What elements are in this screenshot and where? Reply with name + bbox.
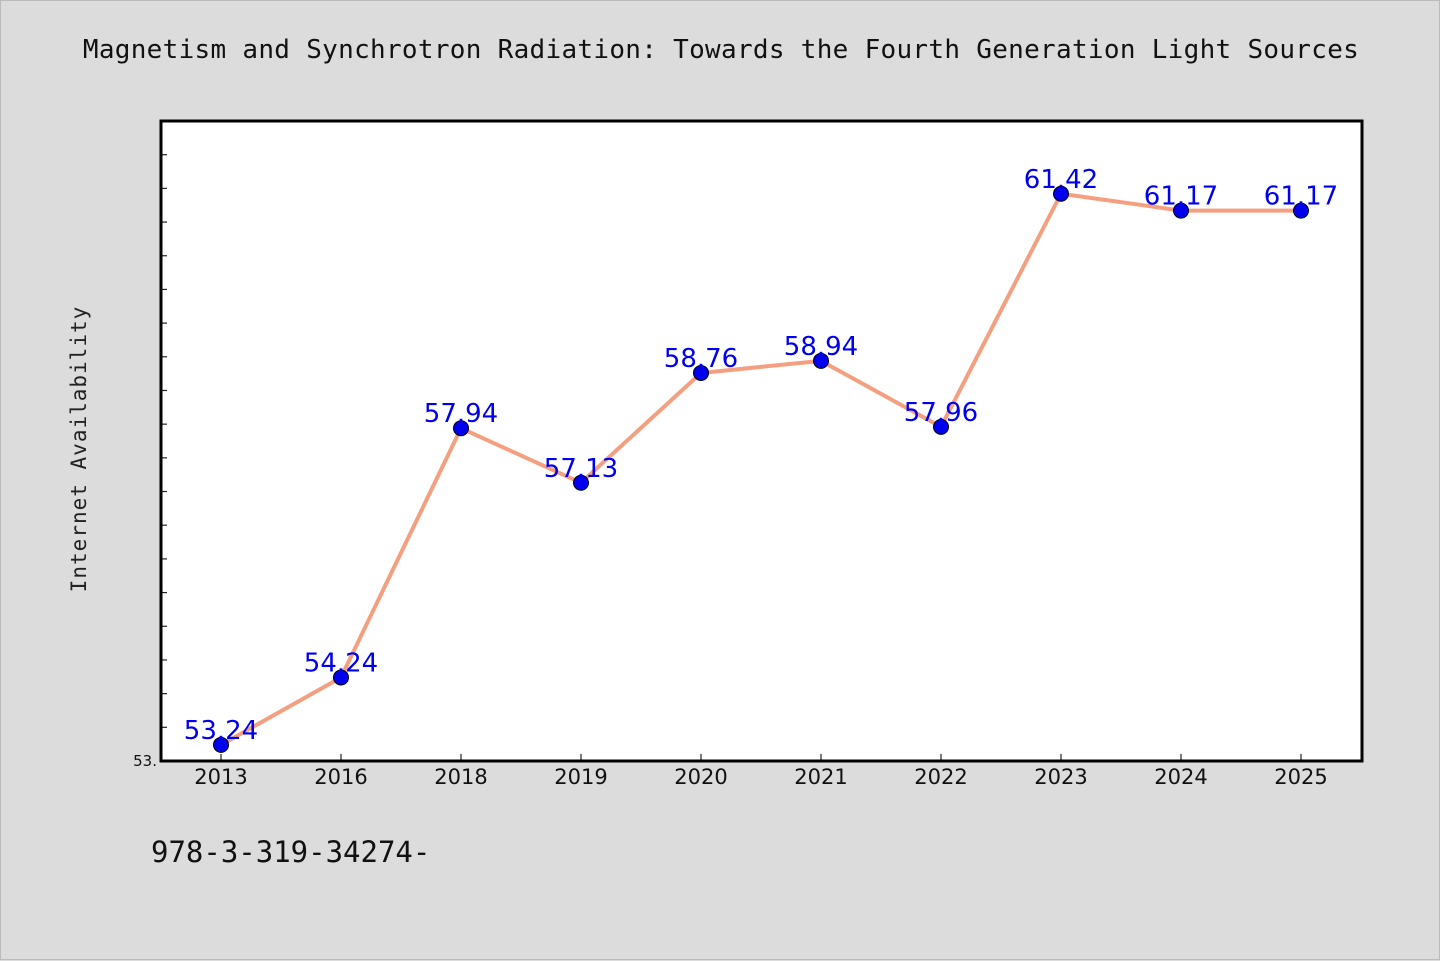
data-point-marker [933, 418, 949, 435]
data-label: 54.24 [304, 648, 378, 678]
x-tick-label: 2013 [194, 765, 247, 789]
x-tick-label: 2020 [674, 765, 727, 789]
data-label: 57.94 [424, 399, 498, 429]
series-line [219, 191, 1303, 747]
x-tick-label: 2018 [434, 765, 487, 789]
data-label: 58.76 [664, 344, 738, 374]
data-point-marker [693, 364, 709, 381]
data-point-marker [213, 736, 229, 753]
x-tick-label: 2023 [1034, 765, 1087, 789]
data-label: 61.17 [1264, 182, 1338, 212]
chart-title: Magnetism and Synchrotron Radiation: Tow… [82, 35, 1360, 65]
x-tick-label: 2022 [914, 765, 967, 789]
data-label: 58.94 [784, 332, 858, 362]
data-point-marker [813, 352, 829, 369]
footer-isbn-text: 978-3-319-34274- [151, 835, 431, 869]
data-point-marker [573, 474, 589, 491]
x-tick-label: 2019 [554, 765, 607, 789]
data-label: 61.17 [1144, 182, 1218, 212]
data-label: 57.96 [904, 398, 978, 428]
x-tick-label: 2016 [314, 765, 367, 789]
data-point-marker [1293, 202, 1309, 219]
y-tick-label: 53. [133, 752, 157, 770]
data-label: 61.42 [1024, 165, 1098, 195]
x-tick-label: 2021 [794, 765, 847, 789]
x-tick-label: 2025 [1274, 765, 1327, 789]
data-point-marker [333, 669, 349, 686]
data-point-marker [453, 420, 469, 437]
plot-frame [159, 119, 1364, 763]
plot-area [161, 121, 1362, 761]
data-point-marker [1053, 185, 1069, 202]
x-tick-label: 2024 [1154, 765, 1207, 789]
data-label: 57.13 [544, 454, 618, 484]
data-label: 53.24 [184, 716, 258, 746]
data-point-marker [1173, 202, 1189, 219]
